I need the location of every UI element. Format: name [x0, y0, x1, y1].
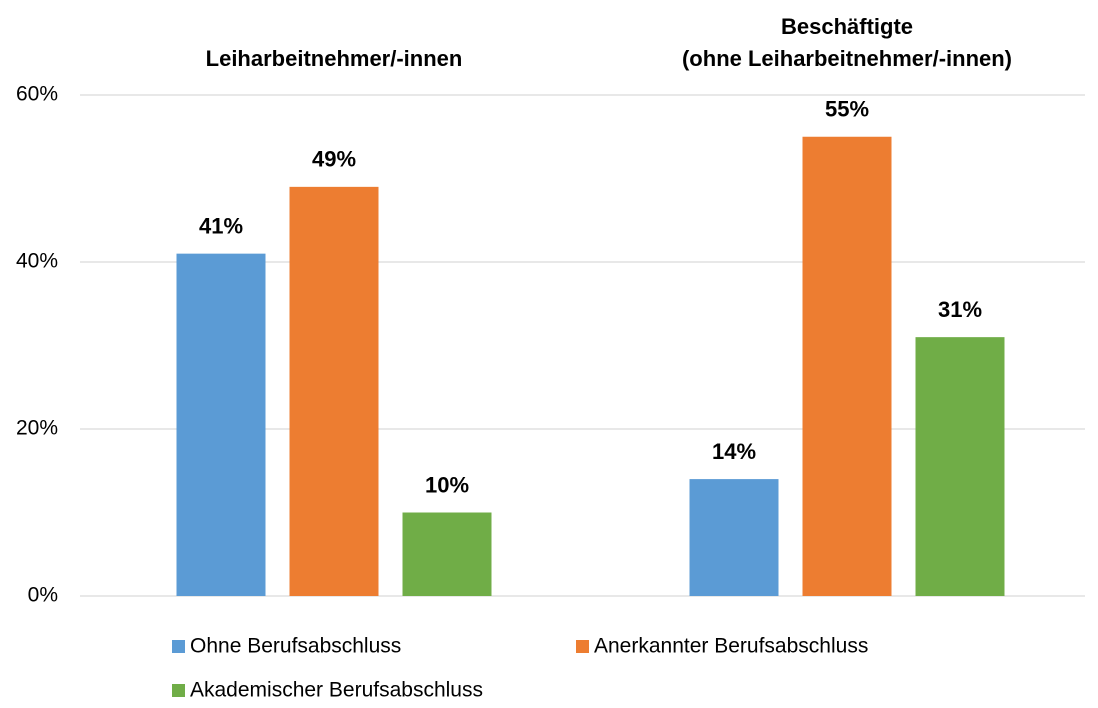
legend-swatch: [172, 640, 185, 653]
legend-swatch: [576, 640, 589, 653]
bar: [289, 186, 379, 596]
legend-label: Anerkannter Berufsabschluss: [594, 635, 868, 658]
data-label: 41%: [199, 213, 243, 238]
bar: [689, 479, 779, 596]
category-title: Beschäftigte (ohne Leiharbeitnehmer/-inne…: [682, 14, 1012, 71]
legend-swatch: [172, 684, 185, 697]
y-tick-label: 20%: [16, 417, 58, 440]
bar: [402, 512, 492, 596]
y-tick-label: 60%: [16, 83, 58, 106]
data-label: 55%: [825, 97, 869, 122]
legend-label: Akademischer Berufsabschluss: [190, 679, 483, 702]
data-label: 10%: [425, 472, 469, 497]
legend-label: Ohne Berufsabschluss: [190, 635, 401, 658]
bar: [802, 136, 892, 596]
data-label: 49%: [312, 147, 356, 172]
bar: [915, 337, 1005, 596]
data-label: 31%: [938, 297, 982, 322]
y-tick-label: 0%: [28, 584, 58, 607]
y-tick-label: 40%: [16, 250, 58, 273]
bar: [176, 253, 266, 596]
data-label: 14%: [712, 439, 756, 464]
category-title: Leiharbeitnehmer/-innen: [206, 46, 463, 71]
